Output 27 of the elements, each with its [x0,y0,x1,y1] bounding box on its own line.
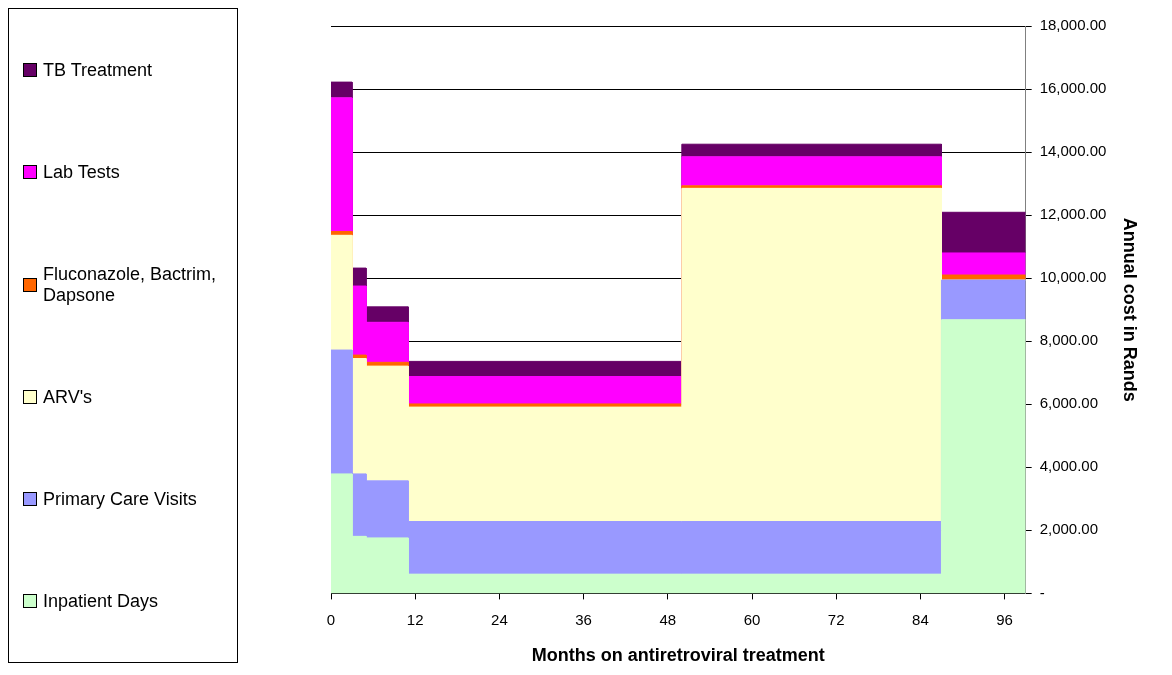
x-tick-label: 60 [743,610,761,628]
x-tick-label: 72 [827,610,845,628]
y-axis-title: Annual cost in Rands [1120,217,1141,402]
y-tick-label: - [1039,583,1045,601]
y-tick-label: 18,000.00 [1039,16,1107,34]
x-tick-label: 96 [996,610,1013,628]
y-tick-label: 4,000.00 [1039,457,1099,475]
y-tick-label: 16,000.00 [1039,79,1107,97]
legend-label: Primary Care Visits [43,488,197,510]
x-tick-label: 0 [326,610,336,628]
y-tick-label: 2,000.00 [1039,520,1099,538]
y-tick-label: 8,000.00 [1039,331,1099,349]
legend-label: Fluconazole, Bactrim, Dapsone [43,263,218,306]
legend-label: TB Treatment [43,59,153,81]
legend-label: Lab Tests [43,161,120,183]
x-axis-title: Months on antiretroviral treatment [531,645,825,666]
x-tick-label: 24 [491,610,508,628]
y-tick-label: 10,000.00 [1039,268,1107,286]
y-tick-label: 12,000.00 [1039,205,1107,223]
x-tick-label: 48 [659,610,677,628]
legend-label: Inpatient Days [43,590,159,612]
y-tick-label: 6,000.00 [1039,394,1099,412]
legend-label: ARV's [43,386,93,408]
x-tick-label: 84 [912,610,929,628]
x-tick-label: 12 [406,610,424,628]
y-tick-label: 14,000.00 [1039,142,1107,160]
x-tick-label: 36 [575,610,592,628]
